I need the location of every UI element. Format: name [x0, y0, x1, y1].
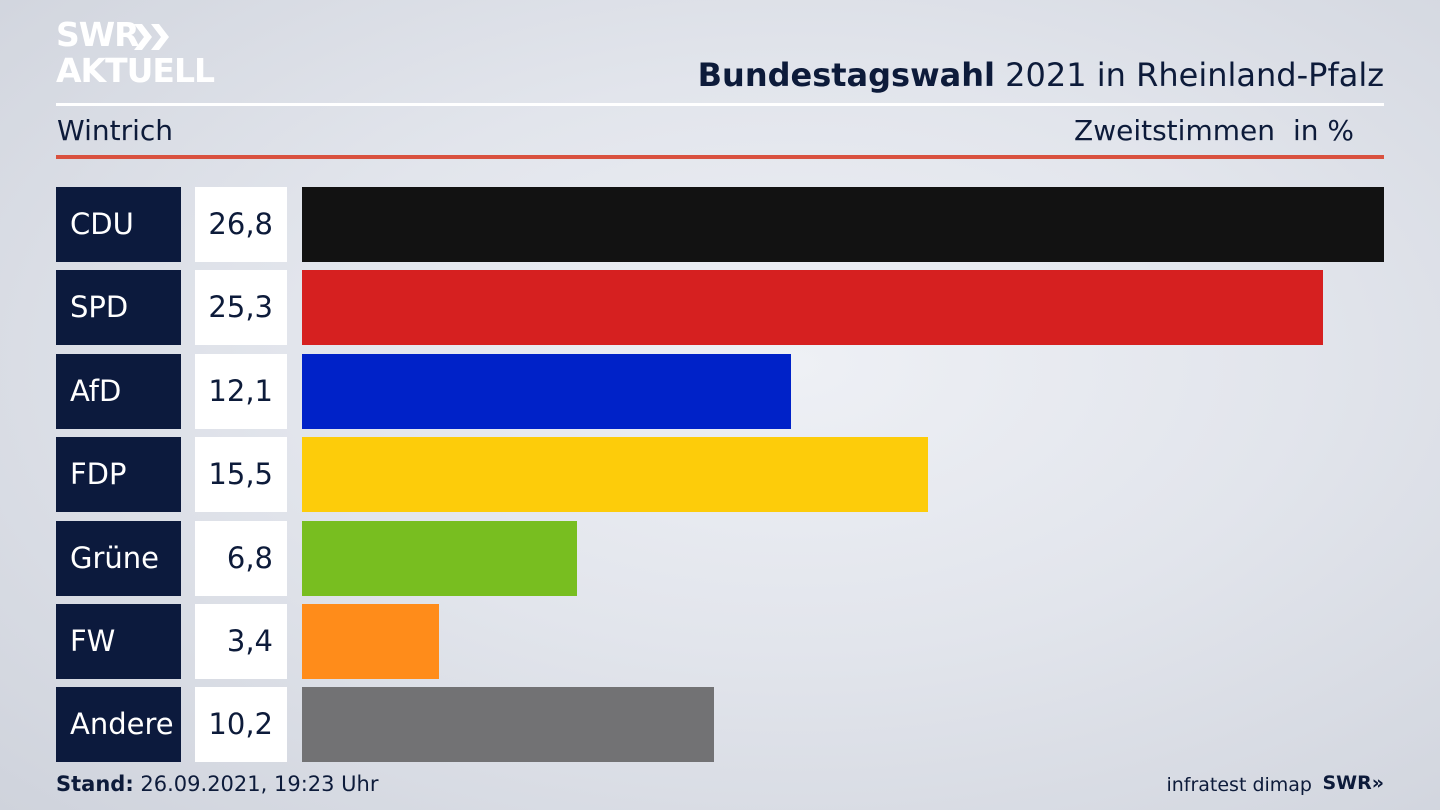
value-label: 12,1 — [195, 354, 287, 429]
chevron-logo-icon — [134, 24, 169, 50]
bar — [302, 187, 1384, 262]
location-label: Wintrich — [57, 114, 174, 147]
bar — [302, 521, 577, 596]
bar — [302, 270, 1323, 345]
value-label: 6,8 — [195, 521, 287, 596]
value-label: 10,2 — [195, 687, 287, 762]
logo-line-1: SWR — [56, 15, 140, 54]
timestamp: Stand: 26.09.2021, 19:23 Uhr — [56, 772, 379, 796]
measure-unit: in % — [1292, 114, 1354, 147]
bar — [302, 437, 928, 512]
title-bold: Bundestagswahl — [697, 56, 995, 94]
stand-label: Stand: — [56, 772, 134, 796]
party-label: CDU — [56, 187, 181, 262]
party-label: Grüne — [56, 521, 181, 596]
value-label: 15,5 — [195, 437, 287, 512]
measure-label: Zweitstimmen in % — [1074, 114, 1354, 147]
header-divider — [56, 103, 1384, 106]
chart-title: Bundestagswahl 2021 in Rheinland-Pfalz — [698, 56, 1384, 94]
value-label: 25,3 — [195, 270, 287, 345]
party-label: FW — [56, 604, 181, 679]
bar — [302, 354, 791, 429]
bar — [302, 604, 439, 679]
party-label: SPD — [56, 270, 181, 345]
swr-footer-logo: SWR» — [1322, 772, 1384, 794]
party-label: AfD — [56, 354, 181, 429]
value-label: 26,8 — [195, 187, 287, 262]
logo-line-2: AKTUELL — [56, 51, 215, 90]
bar — [302, 687, 714, 762]
swr-aktuell-logo: SWR AKTUELL — [56, 14, 226, 94]
stand-value: 26.09.2021, 19:23 Uhr — [133, 772, 379, 796]
source-label: infratest dimap — [1166, 774, 1312, 796]
title-rest: 2021 in Rheinland-Pfalz — [995, 56, 1384, 94]
measure-name: Zweitstimmen — [1074, 114, 1275, 147]
party-label: FDP — [56, 437, 181, 512]
party-label: Andere — [56, 687, 181, 762]
subheader-divider — [56, 155, 1384, 159]
value-label: 3,4 — [195, 604, 287, 679]
